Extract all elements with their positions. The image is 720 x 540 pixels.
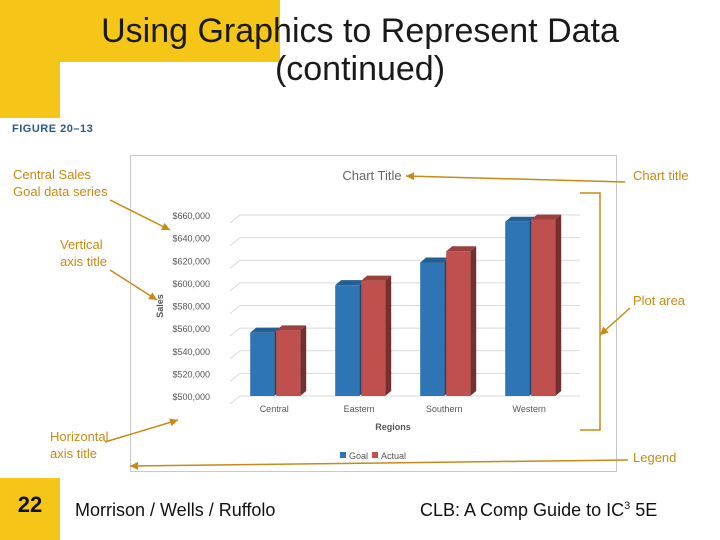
y-tick-label: $660,000 <box>172 211 210 221</box>
y-tick-label: $640,000 <box>172 234 210 244</box>
chart-title: Chart Title <box>342 168 401 183</box>
legend-swatch-actual <box>372 452 378 458</box>
callout-horizontal-axis-line2: axis title <box>50 446 97 461</box>
x-tick-label: Eastern <box>344 404 375 414</box>
callout-horizontal-axis: Horizontal axis title <box>50 428 109 462</box>
gridline-depth <box>229 395 241 405</box>
gridline-depth <box>229 259 241 269</box>
bar-top-goal <box>250 327 281 333</box>
y-tick-label: $620,000 <box>172 256 210 266</box>
bar-side-actual <box>470 246 477 396</box>
bar-top-goal <box>505 216 536 222</box>
y-tick-label: $500,000 <box>172 392 210 402</box>
page-number: 22 <box>17 492 43 517</box>
bar-goal-central <box>250 332 275 396</box>
slide-title: Using Graphics to Represent Data (contin… <box>40 12 680 88</box>
plot-area-bracket <box>580 192 601 431</box>
gridline-depth <box>229 214 241 224</box>
bar-side-actual <box>385 275 392 396</box>
y-tick-label: $520,000 <box>172 369 210 379</box>
x-tick-label: Western <box>513 404 546 414</box>
bar-goal-eastern <box>335 285 360 396</box>
callout-central-sales-line1: Central Sales <box>13 167 92 182</box>
arrow-chart-title-head <box>406 172 415 181</box>
legend-swatch-goal <box>340 452 346 458</box>
bar-actual-western <box>531 219 556 396</box>
gridline-depth <box>229 305 241 314</box>
bar-top-actual <box>446 246 477 252</box>
legend-label-goal: Goal <box>349 451 368 461</box>
bar-top-actual <box>531 214 562 220</box>
callout-vertical-axis: Vertical axis title <box>60 236 107 270</box>
arrow-plot-area-head <box>600 326 609 335</box>
callout-vertical-axis-line2: axis title <box>60 254 107 269</box>
footer-book-title-sup: 3 <box>624 500 631 512</box>
legend-label-actual: Actual <box>381 451 406 461</box>
y-tick-label: $560,000 <box>172 324 210 334</box>
bar-top-actual <box>361 275 392 281</box>
gridline-depth <box>229 237 241 247</box>
callout-horizontal-axis-line1: Horizontal <box>50 429 109 444</box>
bar-actual-eastern <box>361 280 386 396</box>
slide-title-line1: Using Graphics to Represent Data <box>101 12 619 50</box>
arrow-horizontal-axis-head <box>169 418 178 427</box>
arrow-vertical-axis-head <box>148 292 157 300</box>
gridline-depth <box>229 327 241 337</box>
figure-label: FIGURE 20–13 <box>12 123 94 135</box>
arrow-legend-head <box>130 461 139 470</box>
footer-book-title-main: CLB: A Comp Guide to IC <box>420 500 625 520</box>
slide-title-line2: (continued) <box>274 50 446 88</box>
slide-top-accent-bar <box>0 0 280 62</box>
callout-legend: Legend <box>633 450 677 465</box>
arrow-legend <box>129 459 629 467</box>
arrow-central-sales <box>109 199 171 231</box>
callout-vertical-axis-line1: Vertical <box>60 237 103 252</box>
bar-actual-central <box>276 330 301 396</box>
callout-plot-area: Plot area <box>633 293 686 308</box>
footer-authors: Morrison / Wells / Ruffolo <box>75 500 276 520</box>
arrow-vertical-axis <box>109 269 158 301</box>
callout-central-sales: Central Sales Goal data series <box>13 166 108 200</box>
x-tick-label: Central <box>260 404 289 414</box>
callout-central-sales-line2: Goal data series <box>13 184 108 199</box>
bar-goal-western <box>505 221 530 396</box>
callout-chart-title: Chart title <box>633 168 689 183</box>
gridline-depth <box>229 350 241 360</box>
bar-top-actual <box>276 325 307 331</box>
bar-actual-southern <box>446 251 471 396</box>
x-tick-label: Southern <box>426 404 463 414</box>
gridline-depth <box>229 372 241 382</box>
bar-side-actual <box>555 214 562 396</box>
footer-book-title-suffix: 5E <box>630 500 658 520</box>
y-tick-label: $580,000 <box>172 302 210 312</box>
arrow-horizontal-axis <box>104 419 179 443</box>
arrow-chart-title <box>405 175 626 183</box>
y-tick-label: $540,000 <box>172 347 210 357</box>
bar-goal-southern <box>420 262 445 396</box>
arrow-central-sales-head <box>161 222 170 230</box>
footer-book-title: CLB: A Comp Guide to IC3 5E <box>420 500 657 521</box>
x-axis-title: Regions <box>375 422 411 432</box>
bar-top-goal <box>420 257 451 263</box>
bar-top-goal <box>335 280 366 286</box>
y-tick-label: $600,000 <box>172 279 210 289</box>
y-axis-title: Sales <box>155 294 165 318</box>
bar-side-actual <box>300 325 307 396</box>
gridline-depth <box>229 282 241 292</box>
